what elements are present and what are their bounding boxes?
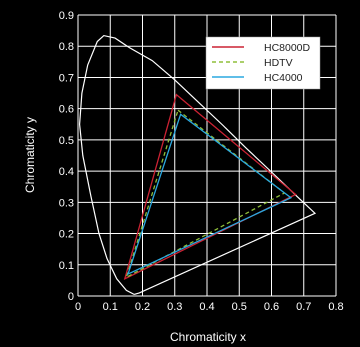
- y-tick-label: 0.3: [59, 197, 74, 209]
- x-tick-label: 0.5: [232, 301, 247, 313]
- y-tick-label: 0.1: [59, 260, 74, 272]
- series-hdtv-triangle: [125, 109, 286, 279]
- x-tick-labels: 0 0.1 0.2 0.3 0.4 0.5 0.6 0.7 0.8: [75, 301, 344, 313]
- legend-label: HC4000: [264, 72, 303, 84]
- x-tick-label: 0.7: [296, 301, 311, 313]
- legend: HC8000D HDTV HC4000: [205, 36, 321, 90]
- series-hc4000-triangle: [126, 113, 293, 276]
- y-axis-label: Chromaticity y: [23, 117, 37, 193]
- spectral-locus: [78, 34, 317, 295]
- series-hc8000d-triangle: [123, 93, 297, 281]
- y-tick-label: 0: [68, 291, 74, 303]
- series-layer: [123, 93, 297, 281]
- y-tick-label: 0.6: [59, 104, 74, 116]
- y-tick-label: 0.4: [59, 166, 74, 178]
- x-tick-label: 0.8: [328, 301, 343, 313]
- legend-box: [205, 36, 321, 90]
- x-tick-label: 0.1: [103, 301, 118, 313]
- y-tick-label: 0.7: [59, 72, 74, 84]
- y-tick-label: 0.8: [59, 41, 74, 53]
- y-tick-label: 0.2: [59, 229, 74, 241]
- legend-label: HDTV: [264, 57, 293, 69]
- x-tick-label: 0.2: [135, 301, 150, 313]
- x-tick-label: 0.6: [264, 301, 279, 313]
- x-tick-label: 0.4: [199, 301, 214, 313]
- y-tick-label: 0.5: [59, 135, 74, 147]
- y-tick-labels: 0 0.1 0.2 0.3 0.4 0.5 0.6 0.7 0.8 0.9: [59, 10, 74, 303]
- x-tick-label: 0.3: [167, 301, 182, 313]
- x-axis-label: Chromaticity x: [170, 330, 246, 344]
- spectral-locus-layer: [78, 34, 317, 295]
- y-tick-label: 0.9: [59, 10, 74, 22]
- legend-label: HC8000D: [264, 42, 311, 54]
- x-tick-label: 0: [75, 301, 81, 313]
